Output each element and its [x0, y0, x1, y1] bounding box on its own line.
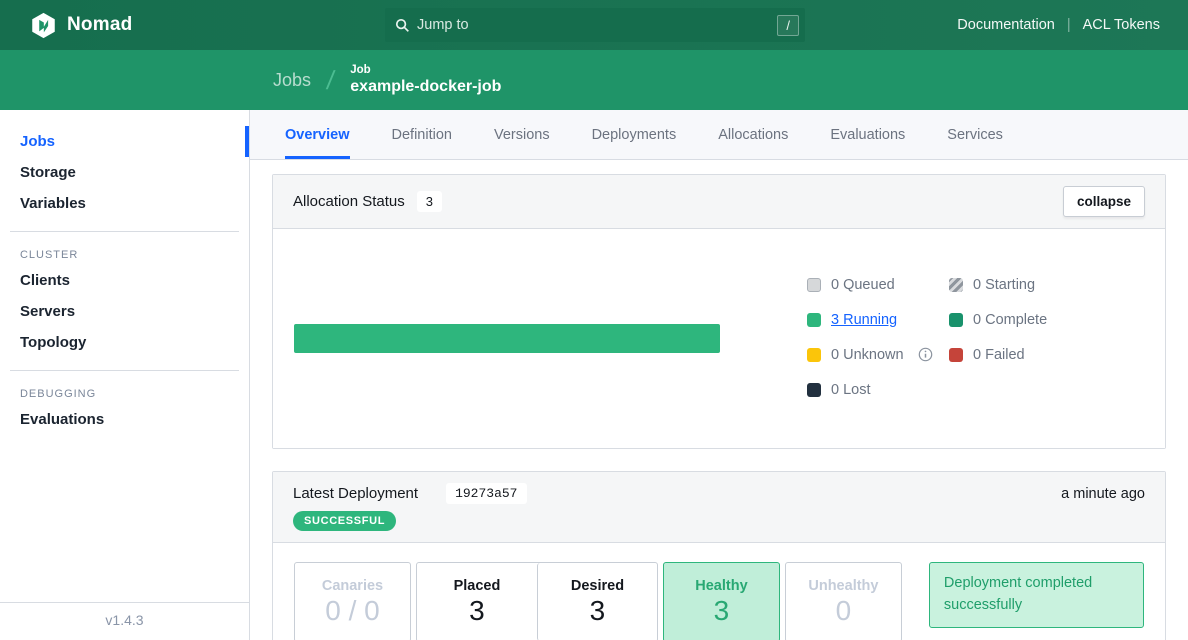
placed-label: Placed: [453, 577, 501, 594]
unhealthy-value: 0: [835, 594, 852, 626]
sidebar-item-topology[interactable]: Topology: [20, 334, 87, 351]
queued-swatch-icon: [807, 277, 821, 292]
breadcrumb-current-job: Job example-docker-job: [350, 63, 501, 97]
sidebar-item-evaluations[interactable]: Evaluations: [20, 411, 105, 428]
metric-desired: Desired 3: [536, 563, 657, 640]
legend-unknown-label: 0 Unknown: [831, 346, 904, 363]
search-icon: [395, 18, 410, 33]
latest-deployment-title: Latest Deployment: [293, 485, 419, 502]
sidebar-section-debugging: DEBUGGING: [20, 388, 97, 400]
sidebar-item-clients[interactable]: Clients: [20, 272, 71, 289]
deployment-status-badge: SUCCESSFUL: [293, 511, 397, 531]
job-tabbar: Overview Definition Versions Deployments…: [250, 110, 1188, 160]
nav-link-separator: |: [1066, 17, 1071, 33]
desired-value: 3: [589, 594, 606, 626]
metric-canaries: Canaries 0 / 0: [294, 562, 411, 640]
allocation-status-panel: Allocation Status 3 collapse 0 Queued: [272, 174, 1166, 449]
sidebar: Jobs Storage Variables CLUSTER Clients S…: [0, 110, 250, 640]
breadcrumb-entity-name: example-docker-job: [350, 78, 502, 96]
allocation-legend: 0 Queued 0 Starting 3 Running 0 Com: [807, 267, 1139, 407]
overview-content: Allocation Status 3 collapse 0 Queued: [250, 160, 1188, 640]
legend-failed-label: 0 Failed: [973, 346, 1025, 363]
main-content: Overview Definition Versions Deployments…: [250, 110, 1188, 640]
sidebar-item-variables[interactable]: Variables: [20, 195, 86, 212]
unknown-info-icon[interactable]: [918, 347, 933, 362]
sidebar-item-storage[interactable]: Storage: [20, 164, 76, 181]
tab-evaluations[interactable]: Evaluations: [830, 126, 906, 143]
legend-queued: 0 Queued: [807, 277, 949, 293]
legend-starting: 0 Starting: [949, 277, 1139, 293]
sidebar-item-jobs[interactable]: Jobs: [0, 126, 249, 157]
unknown-swatch-icon: [807, 347, 821, 362]
running-swatch-icon: [807, 312, 821, 327]
allocation-status-body: 0 Queued 0 Starting 3 Running 0 Com: [273, 229, 1165, 448]
breadcrumb-jobs-link[interactable]: Jobs: [273, 69, 312, 90]
metric-unhealthy: Unhealthy 0: [784, 562, 902, 640]
tab-overview[interactable]: Overview: [285, 110, 350, 159]
placed-value: 3: [469, 594, 485, 626]
breadcrumb-header: Jobs / Job example-docker-job: [0, 50, 1188, 110]
jump-to-input[interactable]: [417, 17, 778, 33]
latest-deployment-panel: Latest Deployment 19273a57 a minute ago …: [272, 471, 1166, 640]
complete-swatch-icon: [949, 312, 963, 327]
sidebar-section-cluster: CLUSTER: [20, 249, 79, 261]
nomad-home-link[interactable]: Nomad: [0, 12, 132, 39]
starting-swatch-icon: [949, 277, 963, 292]
top-nav-links: Documentation | ACL Tokens: [957, 17, 1188, 33]
allocation-status-title: Allocation Status: [293, 193, 405, 210]
breadcrumb-entity-type: Job: [350, 63, 371, 76]
deployment-id-badge: 19273a57: [446, 483, 527, 504]
latest-deployment-body: Canaries 0 / 0 Placed 3 Desired 3: [273, 543, 1165, 640]
jump-to-searchbox[interactable]: /: [385, 8, 805, 42]
tab-services[interactable]: Services: [947, 126, 1003, 143]
legend-starting-label: 0 Starting: [973, 276, 1036, 293]
failed-swatch-icon: [949, 347, 963, 362]
version-label: v1.4.3: [0, 602, 249, 640]
tab-versions[interactable]: Versions: [493, 126, 550, 143]
brand-name: Nomad: [67, 14, 133, 35]
top-navbar: Nomad / Documentation | ACL Tokens: [0, 0, 1188, 50]
running-allocations-link[interactable]: 3 Running: [831, 311, 898, 328]
allocations-running-bar[interactable]: [294, 324, 720, 353]
legend-lost: 0 Lost: [807, 382, 949, 398]
sidebar-item-servers[interactable]: Servers: [20, 303, 76, 320]
canaries-label: Canaries: [321, 577, 384, 594]
deployment-time-ago: a minute ago: [1061, 485, 1145, 502]
legend-complete: 0 Complete: [949, 312, 1139, 328]
slash-shortcut-key: /: [777, 14, 799, 36]
legend-lost-label: 0 Lost: [831, 381, 871, 398]
nomad-logo-icon: [30, 12, 57, 39]
deployment-message: Deployment completed successfully: [928, 562, 1145, 628]
sidebar-divider: [10, 231, 239, 232]
documentation-link[interactable]: Documentation: [957, 17, 1055, 33]
legend-complete-label: 0 Complete: [973, 311, 1048, 328]
legend-failed: 0 Failed: [949, 347, 1139, 363]
collapse-button[interactable]: collapse: [1062, 186, 1145, 217]
canaries-value: 0 / 0: [325, 594, 380, 626]
latest-deployment-header: Latest Deployment 19273a57 a minute ago …: [273, 472, 1165, 543]
tab-definition[interactable]: Definition: [391, 126, 452, 143]
tab-allocations[interactable]: Allocations: [718, 126, 789, 143]
metric-placed-desired-group: Placed 3 Desired 3: [415, 562, 658, 640]
legend-queued-label: 0 Queued: [831, 276, 895, 293]
tab-deployments[interactable]: Deployments: [591, 126, 677, 143]
desired-label: Desired: [570, 577, 625, 594]
acl-tokens-link[interactable]: ACL Tokens: [1082, 17, 1160, 33]
legend-unknown: 0 Unknown: [807, 347, 949, 363]
healthy-label: Healthy: [695, 577, 748, 594]
healthy-value: 3: [713, 594, 730, 626]
legend-running: 3 Running: [807, 312, 949, 328]
unhealthy-label: Unhealthy: [808, 577, 879, 594]
allocation-count-badge: 3: [416, 191, 442, 212]
allocation-status-header: Allocation Status 3 collapse: [273, 175, 1165, 229]
metric-healthy: Healthy 3: [662, 562, 780, 640]
metric-placed: Placed 3: [416, 563, 537, 640]
allocation-status-chart: [294, 324, 720, 353]
breadcrumb-separator: /: [324, 64, 337, 95]
lost-swatch-icon: [807, 382, 821, 397]
sidebar-divider: [10, 370, 239, 371]
